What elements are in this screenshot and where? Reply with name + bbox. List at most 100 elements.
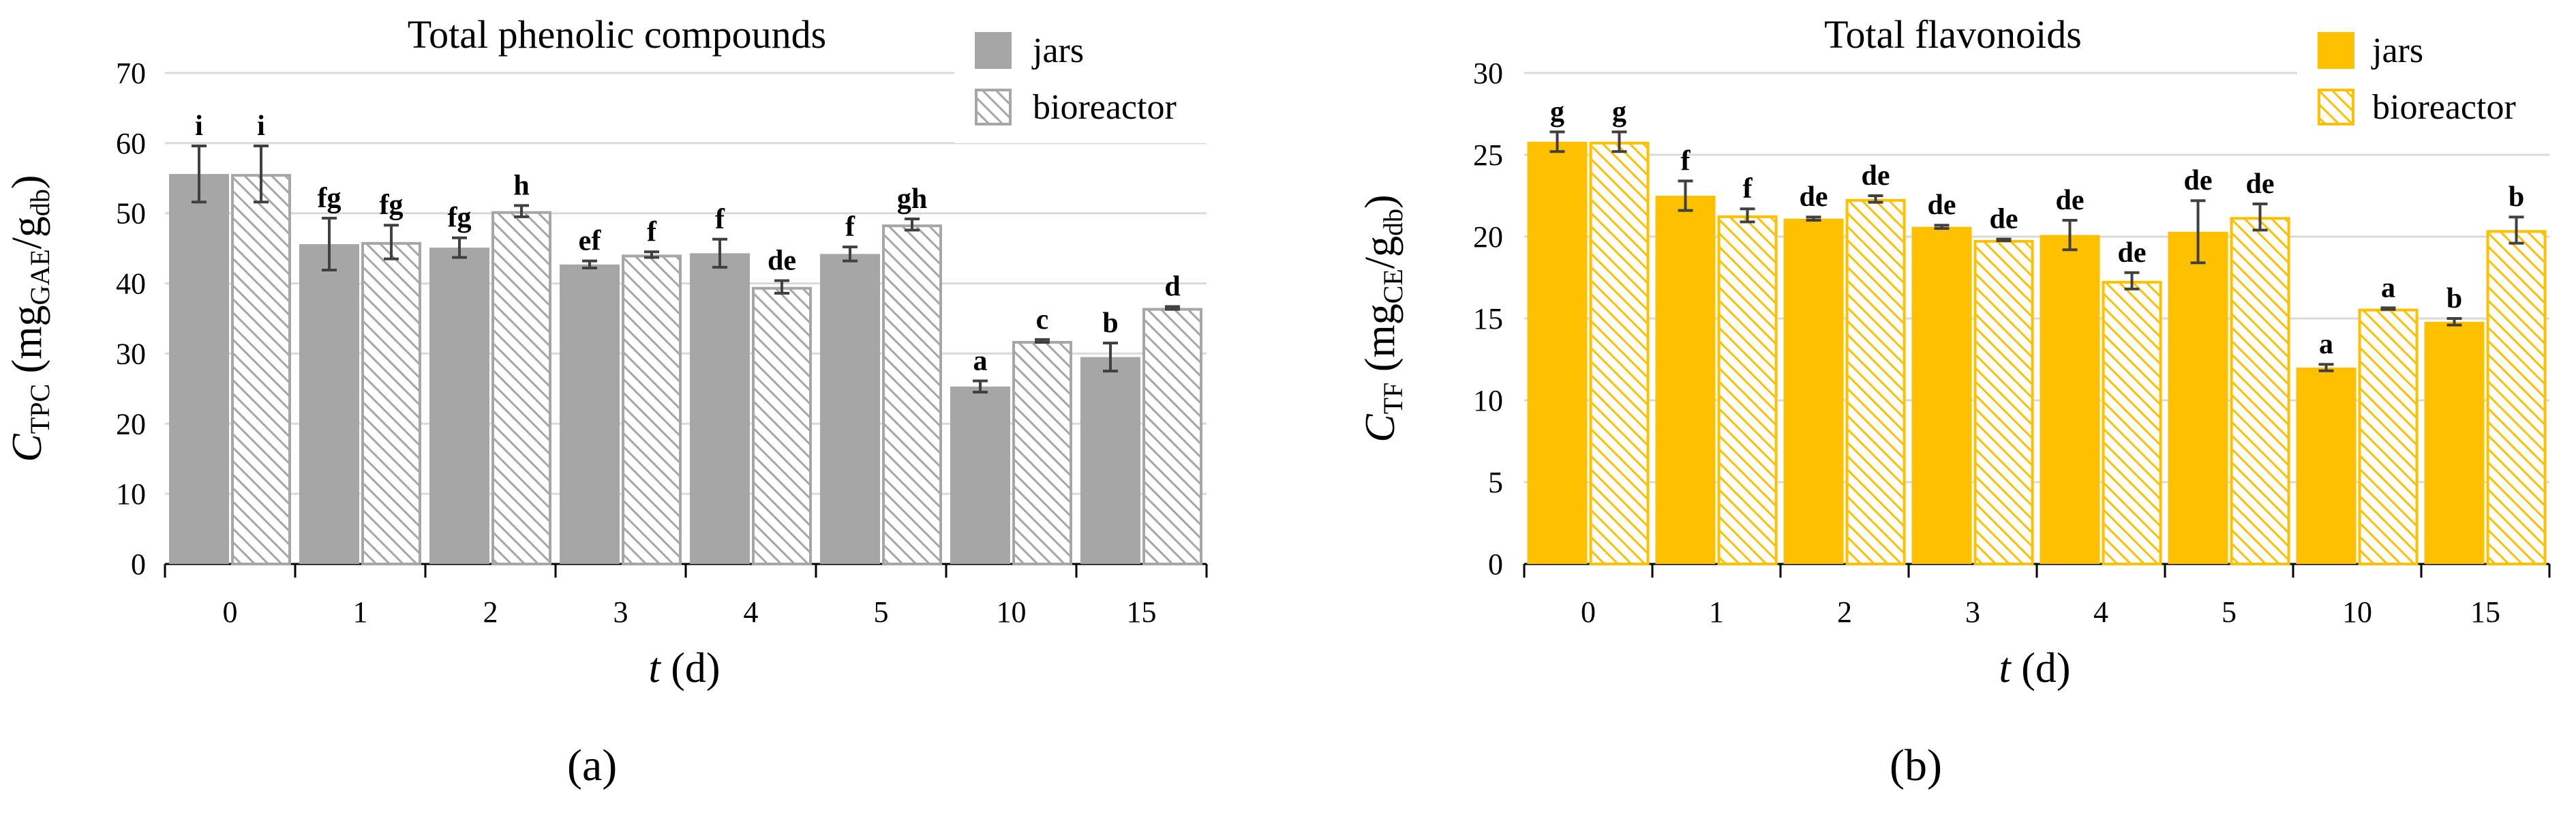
legend-swatch-jars — [975, 32, 1012, 69]
bar-bioreactor — [2486, 230, 2547, 565]
x-tick-label: 15 — [2470, 595, 2500, 629]
x-tick-label: 2 — [483, 595, 498, 629]
panel-label-a: (a) — [567, 741, 618, 790]
significance-letter: a — [2381, 272, 2395, 303]
bar-bioreactor — [361, 241, 421, 565]
significance-letter: f — [715, 204, 725, 235]
y-tick-label: 10 — [116, 477, 146, 511]
bar-jars — [1527, 141, 1588, 565]
significance-letter: d — [1164, 271, 1180, 303]
y-tick-label: 0 — [131, 548, 146, 581]
x-axis-label: t (d) — [648, 645, 720, 692]
legend-swatch-jars — [2318, 32, 2354, 69]
x-tick-label: 3 — [1965, 595, 1980, 629]
y-tick-label: 0 — [1488, 548, 1503, 581]
legend-swatch-bioreactor — [2318, 89, 2354, 125]
legend-label-bioreactor: bioreactor — [1033, 88, 1177, 127]
x-tick-label: 4 — [2093, 595, 2108, 629]
x-tick-label: 0 — [223, 595, 238, 629]
bar-jars — [2040, 235, 2100, 564]
bar-jars — [2424, 321, 2485, 564]
bar-bioreactor — [1717, 215, 1778, 565]
bar-bioreactor — [1142, 308, 1202, 565]
significance-letter: h — [513, 170, 529, 201]
bar-bioreactor — [622, 254, 682, 565]
significance-letter: a — [973, 346, 988, 377]
bar-jars — [560, 264, 620, 564]
y-tick-label: 20 — [1473, 220, 1503, 254]
x-tick-label: 2 — [1837, 595, 1852, 629]
significance-letter: de — [1990, 204, 2018, 235]
y-tick-label: 15 — [1473, 302, 1503, 336]
significance-letter: c — [1036, 304, 1049, 336]
bar-jars — [1080, 357, 1140, 564]
y-tick-label: 5 — [1488, 466, 1503, 499]
significance-letter: fg — [318, 183, 342, 214]
significance-letter: de — [1800, 181, 1828, 213]
significance-letter: fg — [380, 190, 404, 221]
x-tick-label: 1 — [353, 595, 368, 629]
x-tick-label: 5 — [2222, 595, 2237, 629]
significance-letter: i — [257, 110, 265, 142]
significance-letter: ef — [579, 226, 602, 257]
bar-bioreactor — [882, 224, 942, 565]
y-tick-label: 10 — [1473, 384, 1503, 417]
x-tick-label: 10 — [997, 595, 1027, 629]
bar-bioreactor — [2230, 217, 2290, 565]
y-tick-label: 70 — [116, 57, 146, 90]
significance-letter: g — [1550, 96, 1564, 128]
y-tick-label: 30 — [116, 337, 146, 370]
y-tick-label: 50 — [116, 197, 146, 231]
bar-jars — [690, 253, 750, 564]
significance-letter: f — [1743, 173, 1753, 205]
bar-jars — [1783, 218, 1844, 564]
significance-letter: i — [195, 110, 203, 142]
bar-bioreactor — [231, 174, 291, 566]
significance-letter: f — [845, 211, 855, 243]
bar-bioreactor — [2358, 308, 2419, 565]
significance-letter: g — [1612, 96, 1626, 128]
bar-jars — [820, 254, 880, 564]
bar-jars — [169, 174, 229, 565]
significance-letter: b — [2509, 181, 2524, 213]
legend-swatch-bioreactor — [975, 89, 1012, 125]
significance-letter: gh — [897, 183, 927, 215]
bar-bioreactor — [1845, 198, 1906, 565]
y-axis-label: CTF (mgCE/gdb) — [1357, 194, 1408, 442]
significance-letter: b — [2446, 283, 2462, 314]
x-tick-label: 3 — [613, 595, 628, 629]
significance-letter: de — [2118, 237, 2147, 269]
y-axis-label: CTPC (mgGAE/gdb) — [4, 175, 55, 462]
x-tick-label: 4 — [744, 595, 759, 629]
chart-panel-b: 0 5 10 15 20 25 30 0 g g 1 f f 2 de de 3 de de 4 de de 5 de de 10… — [1357, 12, 2551, 692]
significance-letter: de — [2246, 168, 2275, 200]
y-tick-label: 30 — [1473, 57, 1503, 90]
x-tick-label: 0 — [1581, 595, 1596, 629]
bar-bioreactor — [2102, 280, 2162, 565]
x-tick-label: 1 — [1709, 595, 1724, 629]
bar-bioreactor — [1012, 340, 1072, 565]
significance-letter: f — [1681, 145, 1691, 177]
significance-letter: fg — [448, 203, 472, 234]
y-tick-label: 40 — [116, 267, 146, 301]
chart-title: Total flavonoids — [1824, 12, 2082, 57]
significance-letter: b — [1102, 308, 1118, 339]
significance-letter: de — [768, 245, 796, 276]
x-tick-label: 5 — [874, 595, 889, 629]
bar-jars — [1911, 226, 1972, 564]
bar-bioreactor — [491, 211, 551, 565]
bar-jars — [1655, 196, 1716, 564]
bar-bioreactor — [752, 286, 812, 565]
x-tick-label: 15 — [1127, 595, 1157, 629]
significance-letter: de — [2056, 185, 2085, 216]
significance-letter: a — [2319, 329, 2333, 360]
y-tick-label: 20 — [116, 407, 146, 441]
panel-label-b: (b) — [1890, 741, 1942, 790]
chart-title: Total phenolic compounds — [408, 12, 827, 57]
x-tick-label: 10 — [2342, 595, 2372, 629]
legend-label-jars: jars — [2371, 31, 2423, 70]
significance-letter: f — [647, 216, 657, 248]
